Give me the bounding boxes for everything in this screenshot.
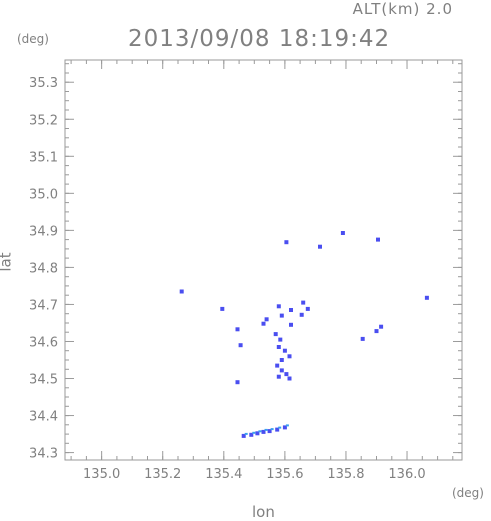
echo-point [241,433,246,438]
echo-point [235,327,240,332]
y-tick-label: 35.3 [29,76,58,91]
x-tick-label: 135.0 [83,467,120,482]
x-tick-label: 135.6 [266,467,303,482]
x-tick-label: 135.8 [327,467,364,482]
echo-point [287,376,292,381]
echo-point [255,431,260,436]
echo-point [261,429,266,434]
timestamp-title: 2013/09/08 18:19:42 [128,26,391,52]
x-tick-label: 136.0 [388,467,425,482]
altitude-label: ALT(km) 2.0 [352,0,453,18]
y-axis-unit: (deg) [17,32,49,46]
echo-point [289,308,293,312]
echo-point [276,374,281,379]
echo-point [276,345,281,349]
echo-point [374,329,379,334]
echo-point [289,322,293,327]
y-tick-label: 34.9 [29,224,58,239]
echo-point [424,295,429,300]
x-tick-label: 135.4 [205,467,242,482]
echo-point [360,336,365,341]
echo-point-light [264,428,268,431]
echo-point [220,306,225,311]
echo-point [340,231,345,235]
echo-point [318,244,322,249]
axis-ticks: 135.0 135.2 135.4 135.6 135.8 136.0 34.3 34.4 34… [29,60,462,482]
echo-point [284,240,289,245]
echo-point [282,348,287,353]
echo-point [376,237,380,242]
echo-point [264,317,269,322]
echo-point [238,343,243,348]
y-tick-label: 34.7 [29,298,58,313]
x-axis-unit: (deg) [452,486,484,500]
echo-point [279,368,284,373]
x-axis-label: lon [252,503,275,521]
echo-point [179,289,184,294]
echo-point [284,372,289,377]
echo-point [273,332,278,337]
echo-point [275,427,280,432]
echo-point-light [278,426,282,429]
x-tick-label: 135.2 [144,467,181,482]
echo-point-light [252,431,256,434]
echo-point [249,432,254,437]
echo-point [301,300,306,305]
y-tick-label: 34.8 [29,261,58,276]
echo-point-light [258,430,262,433]
y-tick-label: 34.4 [29,410,58,425]
echo-point-light [270,428,274,431]
echo-point [305,306,310,311]
y-tick-label: 35.2 [29,113,58,128]
y-tick-label: 34.3 [29,447,58,462]
echo-point [261,321,266,326]
echo-point [299,312,304,317]
echo-point-light [244,432,248,435]
y-tick-label: 35.1 [29,150,58,165]
echo-point [275,363,280,368]
echo-point [278,337,283,342]
y-tick-label: 34.6 [29,335,58,350]
plot-frame [64,59,463,461]
y-tick-label: 34.5 [29,373,58,388]
y-tick-label: 35.0 [29,187,58,202]
echo-point [276,304,281,309]
echo-point [287,354,292,359]
echo-point [279,313,284,318]
echo-point [379,324,384,329]
echo-point [279,358,284,362]
echo-points [179,231,429,438]
echo-point-light [285,424,289,427]
echo-point [267,429,272,434]
echo-point [282,425,287,430]
echo-point [235,380,240,385]
